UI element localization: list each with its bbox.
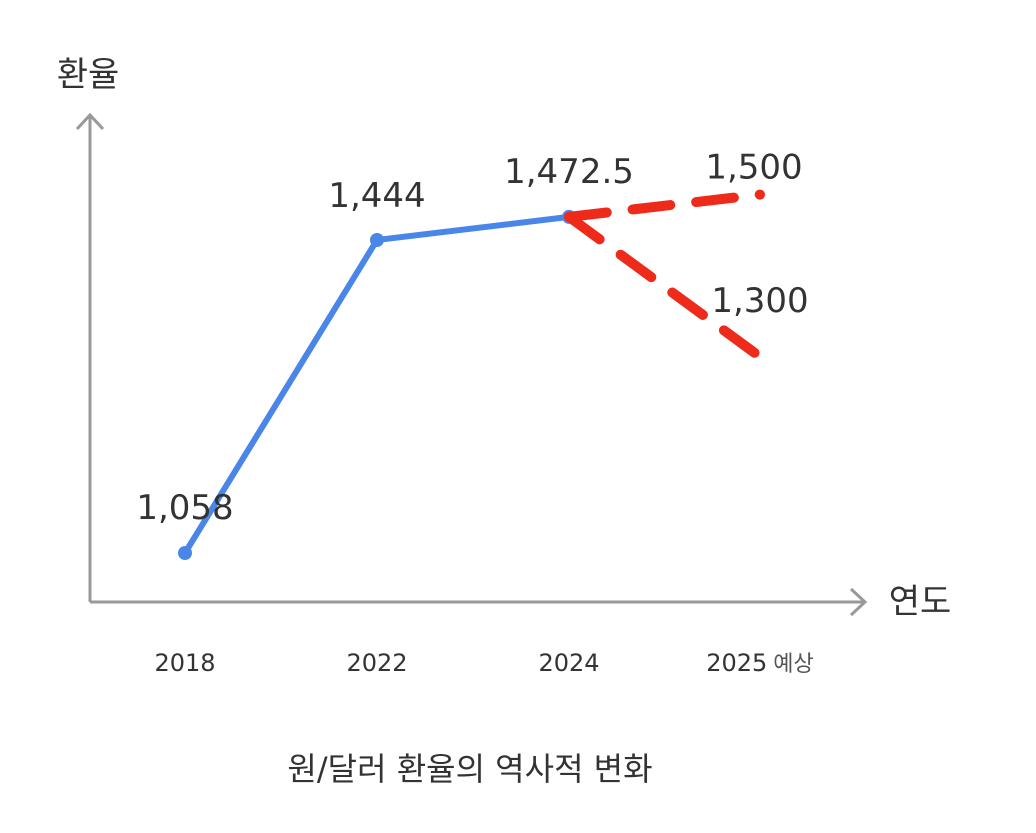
tick-suffix: 예상 [773, 652, 813, 677]
data-labels: 1,058 1,444 1,472.5 1,500 1,300 [136, 148, 808, 528]
x-tick-2022: 2022 [346, 649, 407, 677]
tick-year: 2018 [154, 649, 215, 677]
data-label-2025-1: 1,500 [705, 148, 802, 188]
history-line [182, 213, 572, 556]
tick-year: 2025 [706, 649, 767, 677]
data-label-2025-2: 1,300 [711, 281, 808, 321]
data-label-2018-0: 1,058 [136, 488, 233, 528]
tick-year: 2024 [538, 649, 599, 677]
y-axis-label: 환율 [57, 55, 120, 95]
axes: 환율 연도 [57, 55, 952, 622]
x-axis-label: 연도 [889, 582, 952, 622]
y-axis-arrow-icon [75, 112, 105, 131]
chart-title: 원/달러 환율의 역사적 변화 [287, 750, 652, 788]
forecast-line-2 [564, 211, 765, 362]
series-layer [178, 189, 765, 560]
forecast-line-1 [564, 189, 765, 222]
x-tick-2025: 2025 예상 [706, 649, 814, 677]
x-tick-labels: 2018 2022 2024 2025 예상 [154, 649, 813, 677]
x-tick-2018: 2018 [154, 649, 215, 677]
tick-year: 2022 [346, 649, 407, 677]
data-point-2022 [370, 233, 384, 247]
data-point-2018 [178, 546, 192, 560]
x-tick-2024: 2024 [538, 649, 599, 677]
x-axis-arrow-icon [849, 587, 868, 617]
data-label-2024-0: 1,472.5 [504, 152, 634, 192]
data-label-2022-0: 1,444 [328, 176, 425, 216]
